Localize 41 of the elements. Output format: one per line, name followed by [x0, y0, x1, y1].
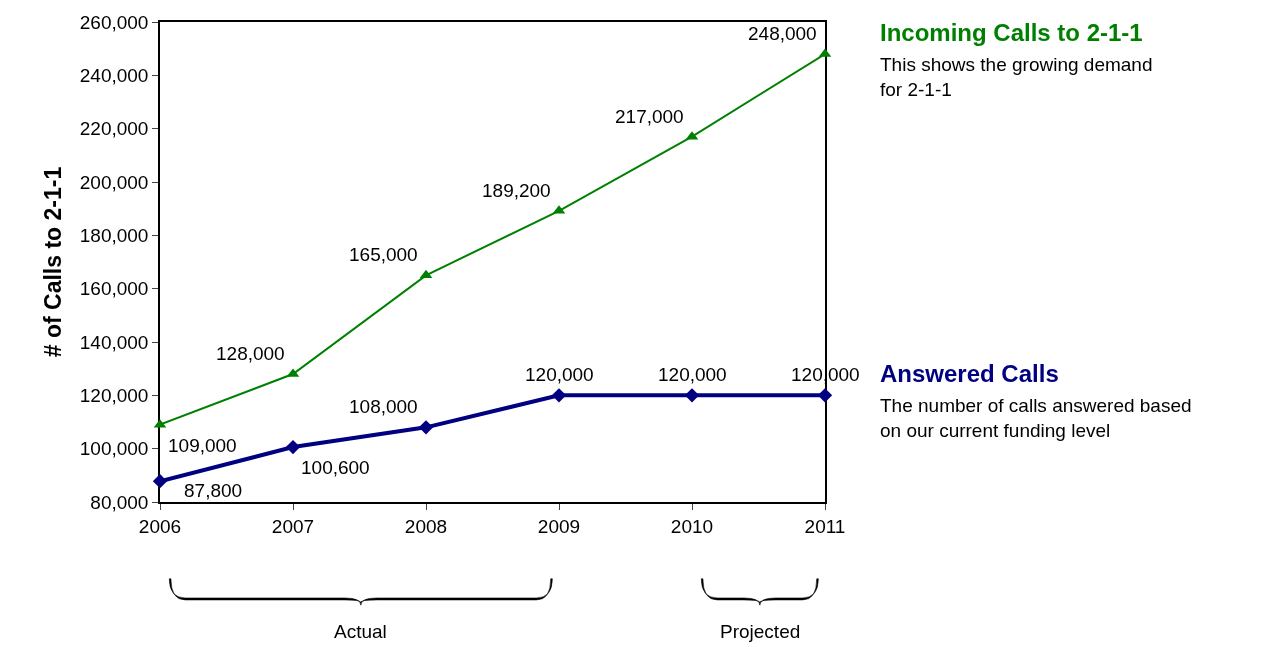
text: Incoming Calls to 2-1-1: [880, 19, 1143, 46]
data-label: 108,000: [349, 396, 418, 417]
y-tick-label: 100,000: [79, 438, 149, 460]
point: [551, 388, 567, 403]
y-tick-label: 240,000: [79, 64, 149, 86]
y-tick-label: 260,000: [79, 11, 149, 33]
data-label: 87,800: [184, 480, 243, 501]
point: [419, 269, 433, 279]
data-label: 189,200: [482, 180, 551, 201]
y-tick-label: 120,000: [79, 384, 149, 406]
data-label: 217,000: [615, 106, 684, 127]
y-axis-title: # of Calls to 2-1-1: [39, 166, 66, 358]
x-tick-label: 2007: [271, 515, 315, 537]
text: Answered Calls: [880, 360, 1059, 387]
point: [152, 474, 168, 489]
data-label: 165,000: [349, 244, 418, 265]
y-tick-label: 220,000: [79, 118, 149, 140]
data-label: 128,000: [216, 343, 285, 364]
y-tick-label: 200,000: [79, 171, 149, 193]
y-tick-label: 180,000: [79, 224, 149, 246]
y-tick-label: 80,000: [90, 491, 149, 513]
text: Projected: [720, 621, 801, 642]
data-label: 120,000: [658, 364, 727, 385]
x-tick-label: 2011: [804, 515, 846, 537]
x-tick-label: 2006: [138, 515, 182, 537]
text: This shows the growing demand for 2-1-1: [880, 54, 1153, 100]
point: [285, 439, 301, 455]
point: [817, 388, 833, 403]
point: [684, 388, 700, 403]
data-label: 109,000: [168, 435, 237, 456]
x-tick-label: 2008: [404, 515, 448, 537]
data-label: 120,000: [525, 364, 594, 385]
data-label: 100,600: [301, 457, 370, 478]
x-tick-label: 2010: [670, 515, 714, 537]
text: The number of calls answered based on our current funding level: [880, 395, 1192, 441]
y-tick-label: 140,000: [79, 331, 149, 353]
x-tick-label: 2009: [537, 515, 581, 537]
y-tick-label: 160,000: [79, 278, 149, 300]
point: [418, 420, 434, 435]
data-label: 248,000: [748, 23, 817, 44]
text: Actual: [334, 621, 387, 642]
